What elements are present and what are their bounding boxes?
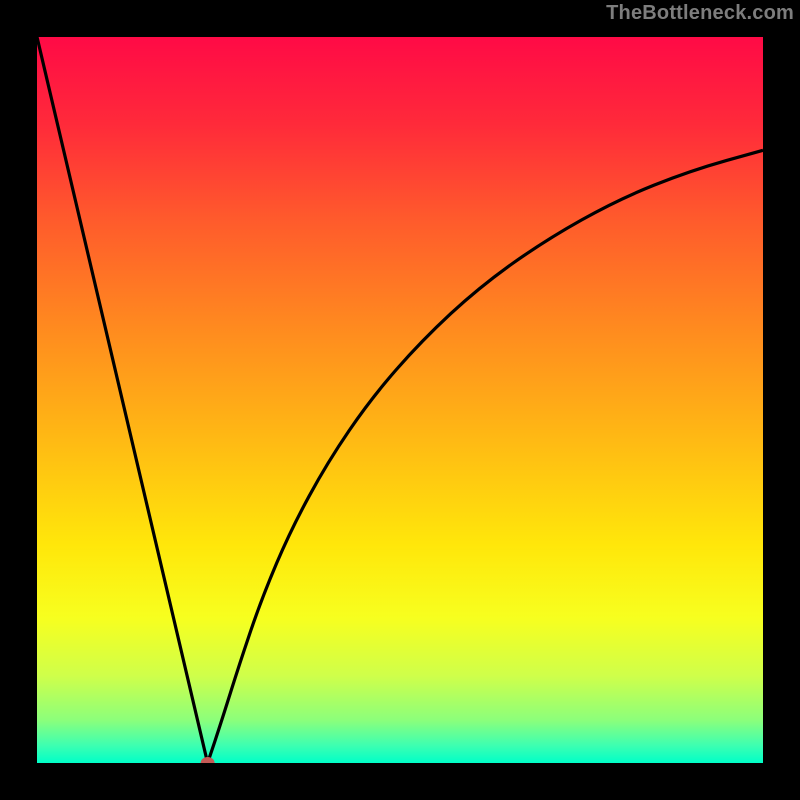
root: TheBottleneck.com <box>0 0 800 800</box>
bottleneck-chart <box>0 0 800 800</box>
watermark-text: TheBottleneck.com <box>606 2 794 25</box>
gradient-background <box>37 37 763 763</box>
trough-marker <box>201 757 215 769</box>
